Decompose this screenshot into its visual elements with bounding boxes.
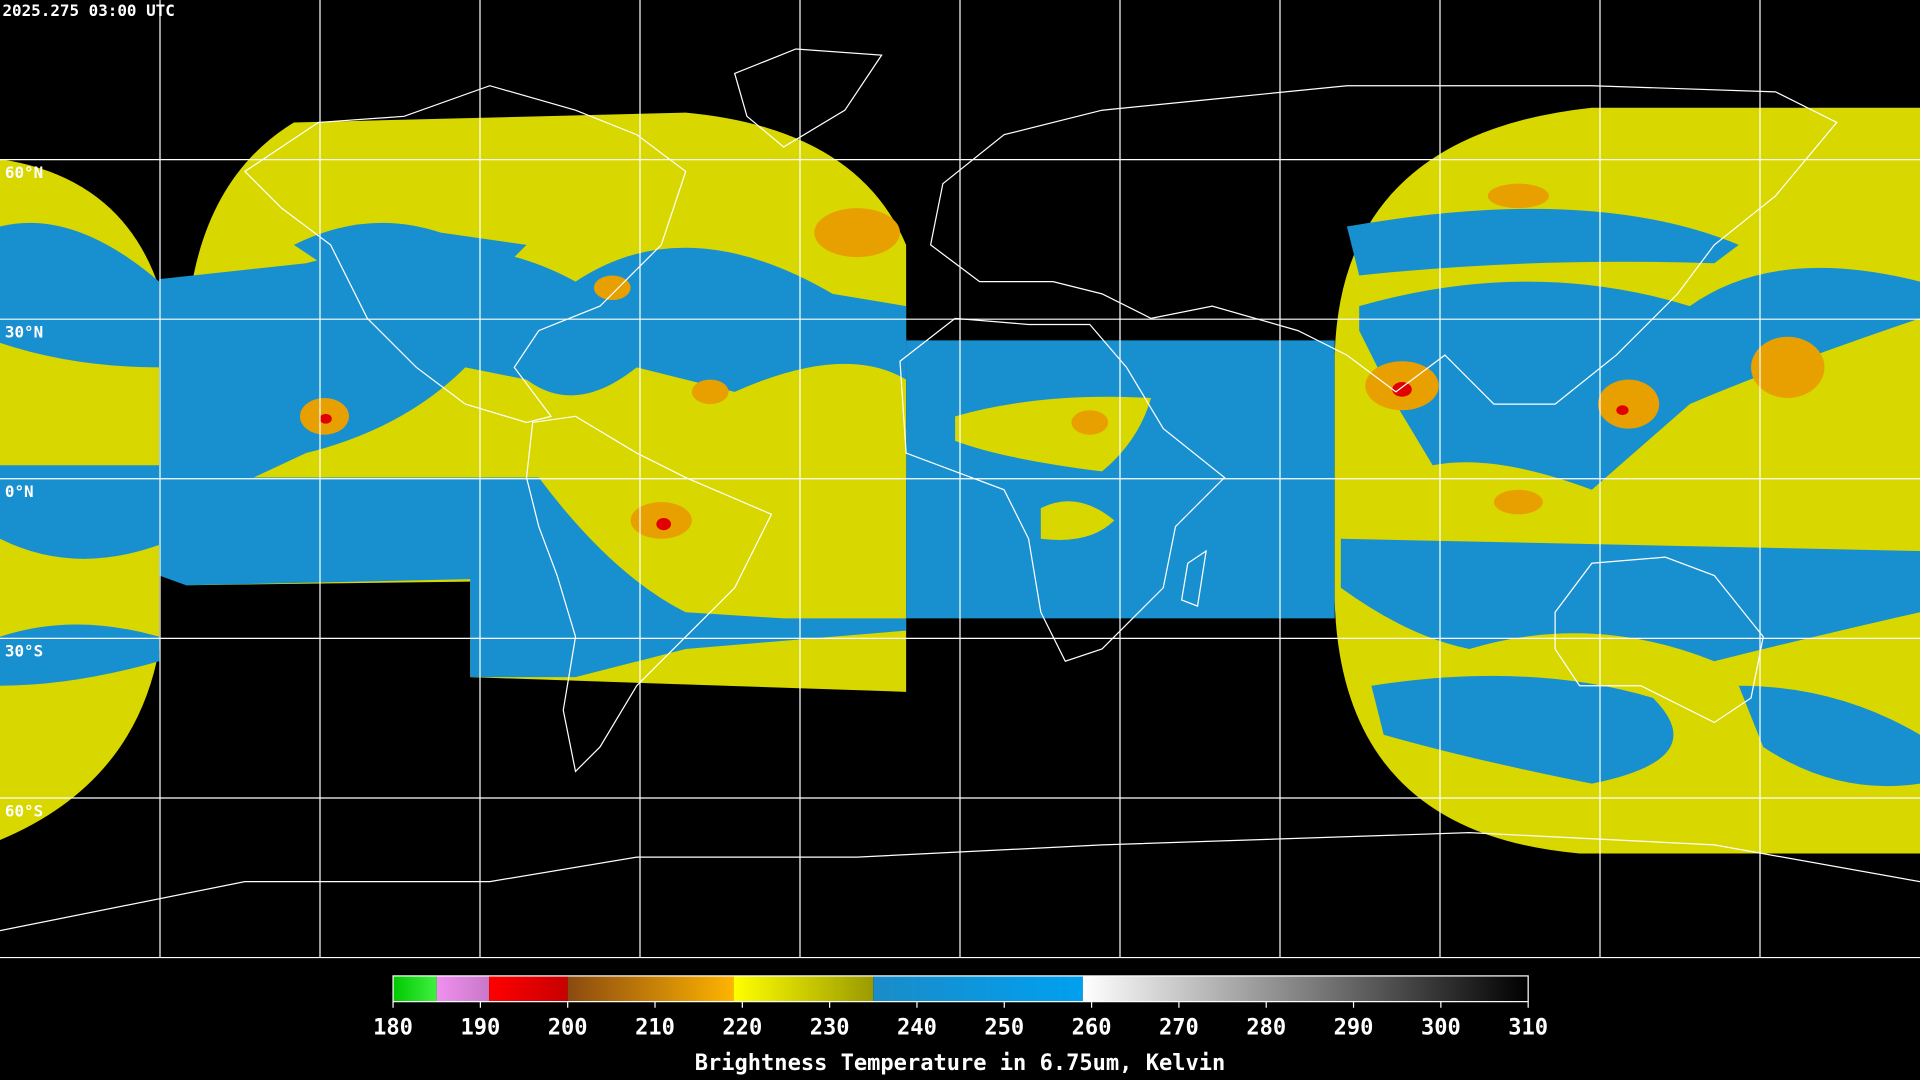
coastline — [1180, 549, 1207, 607]
colorbar-segment — [873, 975, 1083, 1002]
lat-label: 60°S — [5, 801, 43, 820]
colorbar-segment — [489, 975, 568, 1002]
coastline — [525, 415, 773, 773]
colorbar-tick-label: 280 — [1246, 1016, 1286, 1041]
colorbar-tick-label: 220 — [722, 1016, 762, 1041]
colorbar-segment — [567, 975, 734, 1002]
colorbar-tick-label: 230 — [810, 1016, 850, 1041]
colorbar-segment — [436, 975, 490, 1002]
colorbar-frame — [392, 975, 1529, 1003]
colorbar-segment — [393, 975, 437, 1002]
colorbar-tick-label: 270 — [1159, 1016, 1199, 1041]
imagery — [0, 107, 1920, 854]
lat-label: 30°N — [5, 323, 43, 342]
colorbar-segment — [1082, 975, 1529, 1002]
imagery-red — [319, 382, 1629, 531]
colorbar-segment — [733, 975, 874, 1002]
imagery-blue — [159, 222, 907, 678]
coastline — [899, 317, 1226, 662]
coastlines — [0, 48, 1920, 932]
lat-label: 30°S — [5, 642, 43, 661]
colorbar-tick-label: 210 — [635, 1016, 675, 1041]
imagery-yellow — [710, 396, 1152, 540]
colorbar: 180 190 200 210 220 230 240 250 260 270 280 290 300 3… — [373, 975, 1548, 1041]
lat-label: 0°N — [5, 482, 34, 501]
colorbar-tick-label: 260 — [1072, 1016, 1112, 1041]
graticule: 60°N 30°N 0°N 30°S 60°S — [0, 0, 1920, 958]
colorbar-tick-label: 190 — [460, 1016, 500, 1041]
timestamp: 2025.275 03:00 UTC — [2, 1, 174, 20]
colorbar-tick-label: 310 — [1508, 1016, 1548, 1041]
colorbar-tick-label: 180 — [373, 1016, 413, 1041]
lat-label: 60°N — [5, 163, 43, 182]
imagery-blue — [0, 222, 160, 686]
colorbar-tick-label: 300 — [1421, 1016, 1461, 1041]
coastline — [243, 85, 687, 424]
colorbar-tick-label: 290 — [1334, 1016, 1374, 1041]
colorbar-tick-label: 240 — [897, 1016, 937, 1041]
coastline — [0, 832, 1920, 932]
colorbar-tick-label: 250 — [984, 1016, 1024, 1041]
coastline — [733, 48, 883, 148]
colorbar-tick-label: 200 — [548, 1016, 588, 1041]
coastline — [929, 85, 1838, 405]
colorbar-title: Brightness Temperature in 6.75um, Kelvin — [695, 1051, 1226, 1076]
coastline — [1554, 556, 1764, 724]
